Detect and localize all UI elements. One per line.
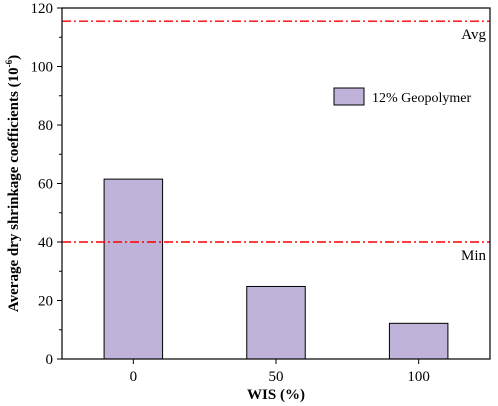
y-tick-label-80: 80 [38,118,53,134]
bar-100 [388,322,449,360]
x-tick-label-50: 50 [269,369,284,385]
x-tick-label-100: 100 [407,369,430,385]
reference-label-min: Min [461,248,487,264]
reference-lines-layer: Avg Min [62,20,490,264]
y-axis-title-main: Average dry shrinkage coefficients (10 [6,67,22,312]
y-tick-label-60: 60 [38,177,53,193]
legend-label: 12% Geopolymer [372,91,471,106]
y-axis-title-end: ) [6,55,22,60]
bars-layer [103,178,449,360]
y-axis-title: Average dry shrinkage coefficients (10-6… [4,55,22,312]
y-tick-label-120: 120 [31,1,54,17]
y-axis-title-superscript: -6 [4,59,14,67]
x-axis-title: WIS (%) [247,387,305,403]
y-tick-label-20: 20 [38,294,53,310]
bar-50 [246,285,306,360]
legend: 12% Geopolymer [333,87,471,106]
y-tick-label-100: 100 [31,60,54,76]
x-tick-label-0: 0 [130,369,138,385]
bar-0 [103,178,164,360]
y-tick-label-40: 40 [38,235,53,251]
reference-label-avg: Avg [461,27,486,43]
y-tick-label-0: 0 [46,352,54,368]
legend-swatch [333,87,365,106]
ticks-layer: 0 50 100 0 20 40 60 80 100 120 [31,1,430,385]
